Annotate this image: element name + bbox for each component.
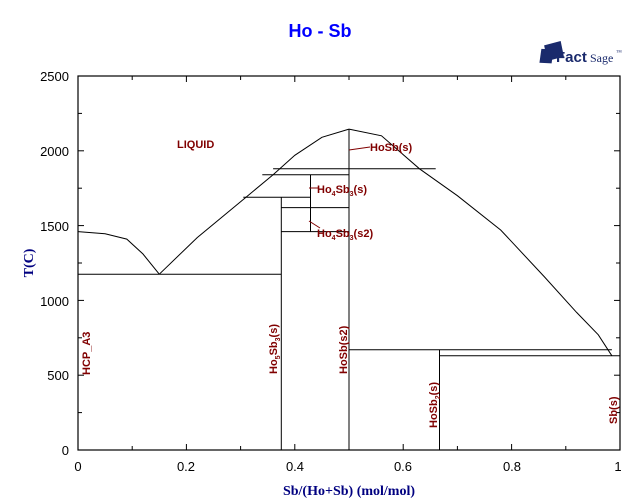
x-tick-0: 0 <box>74 459 81 474</box>
y-axis-tick-labels: 0 500 1000 1500 2000 2500 <box>40 69 69 458</box>
label-hosb-s: HoSb(s) <box>370 142 413 154</box>
label-ho5sb3-s: Ho5Sb3(s) <box>268 324 282 374</box>
y-tick-2500: 2500 <box>40 69 69 84</box>
x-axis-ticks <box>77 76 621 450</box>
label-hosb2-s: HoSb2(s) <box>428 382 442 428</box>
label-hcp-a3: HCP_A3 <box>81 332 93 375</box>
x-tick-0.4: 0.4 <box>286 459 304 474</box>
label-ho4sb3-s: Ho4Sb3(s) <box>317 184 367 198</box>
factsage-logo-icon <box>539 40 564 64</box>
label-ho4sb3-s2: Ho4Sb3(s2) <box>317 228 373 242</box>
chart-title: Ho - Sb <box>289 21 352 41</box>
factsage-logo: Fact Sage ™ <box>539 40 622 66</box>
logo-trademark: ™ <box>616 50 622 56</box>
phase-line-liquidus-Sb-side <box>348 128 613 357</box>
label-sb-s: Sb(s) <box>608 396 620 424</box>
y-tick-500: 500 <box>47 368 69 383</box>
label-leader-lines <box>308 146 371 229</box>
phase-labels: LIQUID HoSb(s) Ho4Sb3(s) Ho4Sb3(s2) HCP_… <box>81 139 620 428</box>
y-tick-0: 0 <box>62 443 69 458</box>
y-axis-ticks <box>78 75 620 451</box>
x-axis-tick-labels: 0 0.2 0.4 0.6 0.8 1 <box>74 459 621 474</box>
y-axis-label: T(C) <box>22 248 37 277</box>
x-tick-1: 1 <box>614 459 621 474</box>
x-axis-label: Sb/(Ho+Sb) (mol/mol) <box>283 484 415 499</box>
phase-line-liquidus-Ho-side <box>77 231 160 275</box>
x-tick-0.8: 0.8 <box>503 459 521 474</box>
label-liquid: LIQUID <box>177 139 214 151</box>
logo-sage: Sage <box>590 51 613 65</box>
x-tick-0.6: 0.6 <box>394 459 412 474</box>
logo-fact: Fact <box>556 49 587 66</box>
label-hosb-s2: HoSb(s2) <box>338 325 350 374</box>
phase-boundaries <box>77 128 620 450</box>
x-tick-0.2: 0.2 <box>177 459 195 474</box>
y-tick-1500: 1500 <box>40 219 69 234</box>
y-tick-2000: 2000 <box>40 144 69 159</box>
y-tick-1000: 1000 <box>40 294 69 309</box>
